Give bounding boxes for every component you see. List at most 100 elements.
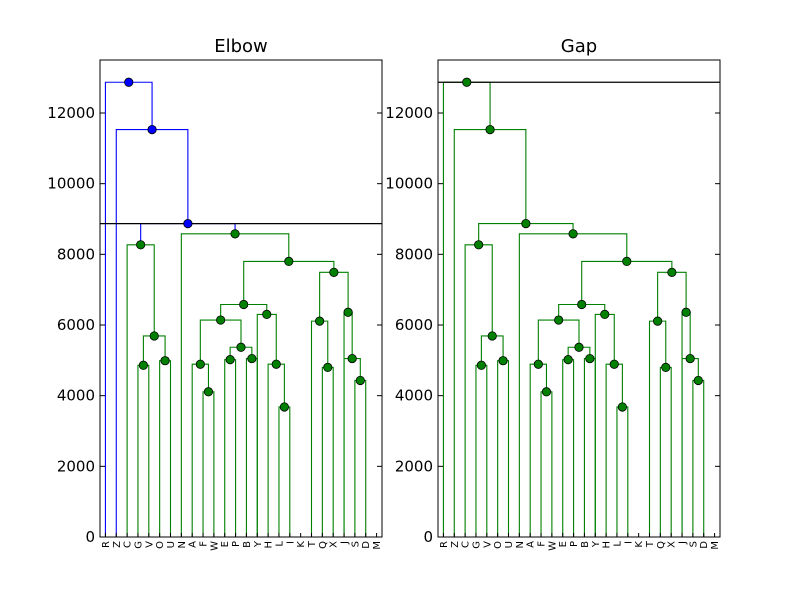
elbow-link [199, 319, 242, 365]
elbow-leaf-label: C [123, 541, 134, 548]
elbow-ytick-label: 8000 [57, 245, 95, 263]
gap-leaf-label: R [439, 541, 450, 548]
gap-link [681, 358, 699, 537]
elbow-link [245, 358, 258, 537]
gap-ytick-label: 10000 [385, 175, 433, 193]
elbow-ytick-label: 10000 [47, 175, 95, 193]
elbow-node-marker [279, 402, 289, 412]
elbow-axes-frame [99, 59, 383, 538]
gap-leaf-label: T [645, 540, 656, 548]
elbow-leaf-label: V [144, 541, 155, 548]
gap-node-marker [617, 402, 627, 412]
elbow-link [159, 360, 172, 537]
gap-link [581, 260, 673, 305]
gap-leaf-label: P [569, 541, 580, 547]
elbow-node-marker [147, 125, 157, 135]
gap-title: Gap [561, 36, 597, 57]
elbow-leaf-label: J [340, 541, 351, 545]
elbow-node-marker [355, 375, 365, 386]
elbow-leaf-label: S [350, 541, 361, 547]
elbow-node-marker [271, 359, 281, 369]
gap-leaf-label: N [515, 541, 526, 548]
elbow-node-marker [203, 387, 214, 397]
elbow-node-marker [239, 299, 249, 310]
gap-node-marker [462, 77, 472, 87]
gap-leaf-label: G [471, 541, 482, 549]
gap-link [681, 311, 691, 537]
gap-node-marker [554, 315, 564, 325]
elbow-node-marker [195, 359, 205, 369]
gap-ytick-label: 2000 [395, 457, 433, 475]
elbow-ytick-label: 4000 [57, 387, 95, 405]
elbow-node-marker [315, 316, 325, 326]
elbow-leaf-label: G [133, 541, 144, 549]
gap-node-marker [533, 359, 543, 369]
gap-leaf-label: Q [656, 541, 667, 549]
gap-leaf-label: H [602, 541, 613, 549]
gap-node-marker [568, 229, 578, 239]
elbow-node-marker [136, 240, 146, 250]
gap-node-marker [693, 375, 703, 386]
gap-link [540, 391, 553, 537]
elbow-leaf-label: A [188, 541, 199, 548]
gap-node-marker [622, 256, 632, 266]
gap-node-marker [474, 240, 484, 250]
gap-node-marker [653, 316, 663, 326]
gap-link [648, 320, 667, 537]
elbow-node-marker [236, 342, 246, 352]
gap-leaf-label: F [537, 541, 548, 547]
elbow-link [126, 244, 155, 537]
gap-link [497, 360, 510, 537]
gap-leaf-label: Z [450, 541, 461, 548]
gap-leaf-label: C [461, 541, 472, 548]
gap-leaf-label: V [482, 541, 493, 548]
elbow-node-marker [262, 309, 272, 319]
elbow-node-marker [343, 307, 353, 317]
elbow-leaf-label: L [274, 541, 285, 547]
elbow-link [343, 358, 361, 537]
gap-link [475, 364, 488, 537]
elbow-node-marker [149, 331, 159, 341]
gap-node-marker [585, 353, 595, 364]
gap-leaf-label: O [493, 541, 504, 549]
gap-leaf-label: I [623, 541, 634, 544]
gap-node-marker [661, 362, 671, 372]
elbow-node-marker [138, 360, 148, 370]
elbow-title: Elbow [214, 36, 268, 57]
gap-axes-frame [437, 59, 721, 538]
elbow-leaf-label: Q [318, 541, 329, 549]
elbow-leaf-label: B [242, 541, 253, 548]
elbow-leaf-label: I [285, 541, 296, 544]
elbow-link [202, 391, 215, 537]
elbow-leaf-label: E [220, 541, 231, 547]
elbow-ytick-label: 6000 [57, 316, 95, 334]
elbow-leaf-label: K [296, 541, 307, 548]
elbow-leaf-label: M [372, 541, 383, 550]
elbow-leaf-label: Y [253, 540, 264, 548]
gap-leaf-label: A [526, 541, 537, 548]
elbow-leaf-label: N [177, 541, 188, 548]
gap-node-marker [685, 353, 695, 364]
elbow-leaf-label: Z [112, 541, 123, 548]
elbow-leaf-label: R [101, 541, 112, 548]
elbow-leaf-label: U [166, 541, 177, 548]
elbow-link [267, 363, 285, 537]
elbow-leaf-label: T [307, 540, 318, 548]
elbow-leaf-label: P [231, 541, 242, 547]
gap-link [537, 319, 580, 365]
elbow-link [104, 81, 153, 537]
gap-leaf-label: B [580, 541, 591, 548]
gap-link [583, 358, 596, 537]
gap-leaf-label: L [612, 541, 623, 547]
elbow-node-marker [230, 229, 240, 239]
gap-link [605, 363, 623, 537]
elbow-node-marker [160, 356, 170, 366]
elbow-node-marker [284, 256, 294, 266]
gap-node-marker [600, 309, 610, 319]
gap-node-marker [681, 307, 691, 317]
gap-node-marker [476, 360, 486, 370]
elbow-leaf-label: O [155, 541, 166, 549]
gap-leaf-label: K [634, 541, 645, 548]
gap-link [464, 244, 493, 537]
elbow-link [343, 311, 353, 537]
